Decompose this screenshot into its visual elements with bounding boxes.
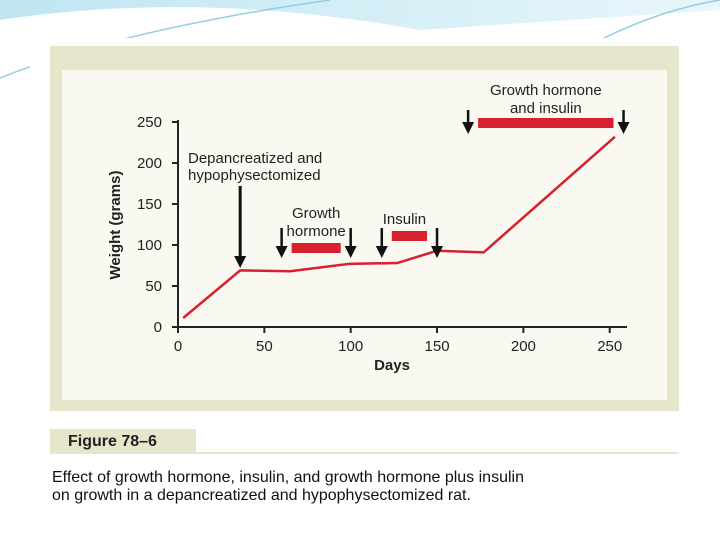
line — [182, 135, 616, 319]
caption: on growth in a depancreatized and hypoph… — [52, 487, 471, 504]
period-label: Insulin — [383, 211, 426, 228]
period-label: and insulin — [510, 100, 582, 117]
y-tick-label: 200 — [137, 155, 162, 172]
y-tick-label: 250 — [137, 114, 162, 131]
period-label: hormone — [287, 223, 346, 240]
x-tick-label: 200 — [511, 338, 536, 355]
decoration — [0, 0, 720, 30]
caption: Effect of growth hormone, insulin, and g… — [52, 469, 524, 486]
treatment-bar — [391, 231, 428, 241]
y-tick-label: 50 — [145, 278, 162, 295]
x-tick-label: 150 — [425, 338, 450, 355]
figure-label-box — [50, 429, 196, 453]
arrow-head — [375, 246, 388, 258]
x-axis-label: Days — [374, 357, 410, 374]
y-tick-label: 100 — [137, 237, 162, 254]
y-axis-label: Weight (grams) — [107, 171, 124, 280]
figure-label: Figure 78–6 — [68, 433, 157, 450]
period-label: Growth — [292, 205, 340, 222]
decoration — [599, 0, 720, 41]
treatment-bar — [291, 243, 341, 253]
x-tick-label: 250 — [597, 338, 622, 355]
event-label: Depancreatized and — [188, 150, 322, 167]
x-tick-label: 50 — [256, 338, 273, 355]
event-label: hypophysectomized — [188, 167, 321, 184]
arrow-head — [344, 246, 357, 258]
arrow-head — [431, 246, 444, 258]
arrow-head — [617, 122, 630, 134]
treatment-bar — [478, 118, 614, 128]
y-tick-label: 150 — [137, 196, 162, 213]
y-tick-label: 0 — [154, 319, 162, 336]
period-label: Growth hormone — [490, 82, 602, 99]
arrow-head — [275, 246, 288, 258]
x-tick-label: 100 — [338, 338, 363, 355]
x-tick-label: 0 — [174, 338, 182, 355]
arrow-head — [462, 122, 475, 134]
arrow-head — [234, 256, 247, 268]
